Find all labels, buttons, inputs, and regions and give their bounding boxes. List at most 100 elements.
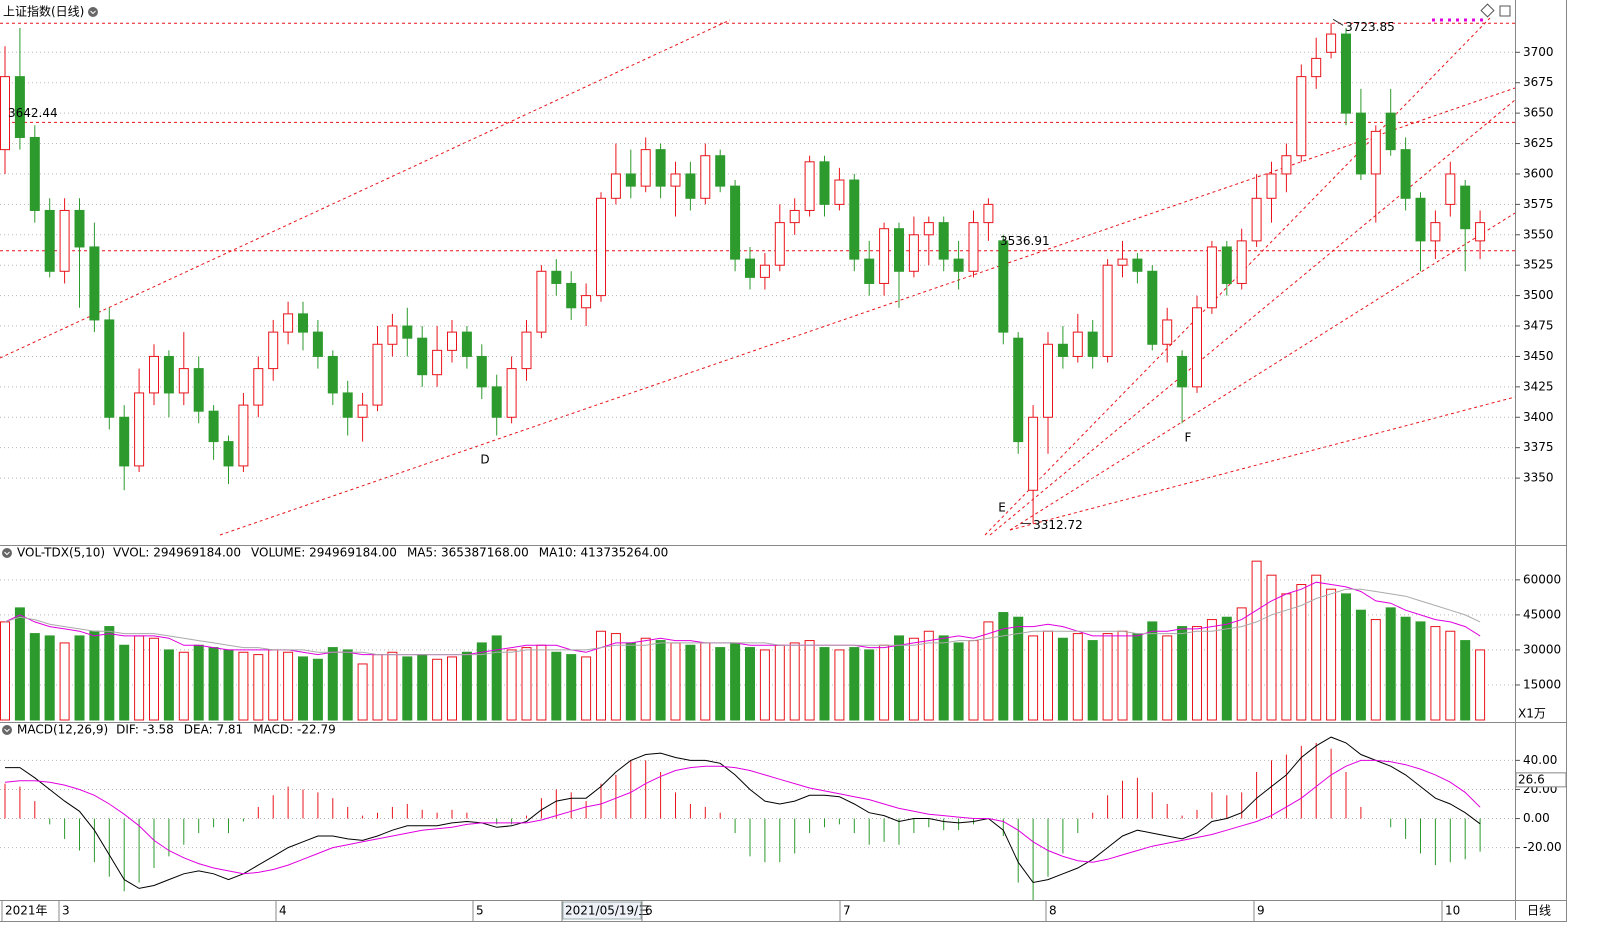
panel-header: MA5: 365387168.00 — [407, 546, 529, 560]
candle-body — [402, 325, 413, 339]
candle-body — [670, 173, 681, 187]
candle-body — [625, 173, 636, 187]
dif-line — [5, 736, 1481, 889]
y-tick-label: 3450 — [1523, 349, 1554, 363]
volume-bar — [1281, 593, 1292, 721]
period-label: 日线 — [1527, 904, 1551, 918]
y-tick-label: 3425 — [1523, 379, 1554, 393]
panel-header: MACD: -22.79 — [253, 723, 336, 737]
candle-body — [1087, 331, 1098, 357]
candle-body — [864, 258, 875, 284]
volume-bar — [402, 656, 413, 721]
icon — [88, 7, 98, 17]
candle-body — [1132, 258, 1143, 272]
volume-bar — [89, 630, 100, 721]
candle-body — [581, 295, 592, 309]
y-tick-label: 3625 — [1523, 136, 1554, 150]
y-tick-label: 3475 — [1523, 319, 1554, 333]
volume-bar — [238, 651, 249, 721]
volume-bar — [163, 649, 174, 721]
pointer — [1332, 18, 1344, 26]
candle-body — [506, 368, 517, 418]
candle-body — [1370, 130, 1381, 175]
candle-body — [536, 270, 547, 333]
candle-body — [789, 209, 800, 224]
volume-bar — [1013, 616, 1024, 721]
high-label: 3723.85 — [1345, 20, 1395, 34]
volume-bar — [1445, 630, 1456, 721]
y-tick-label: 15000 — [1523, 677, 1561, 691]
volume-bar — [193, 644, 204, 721]
candle-body — [983, 203, 994, 224]
candle-body — [163, 355, 174, 394]
panel-title: VOL-TDX(5,10) — [17, 546, 105, 560]
volume-bar — [461, 651, 472, 721]
volume-bar — [1460, 640, 1471, 721]
volume-bar — [581, 656, 592, 721]
point-label: D — [480, 453, 489, 467]
candle-body — [193, 368, 204, 412]
volume-bar — [417, 654, 428, 721]
candle-body — [387, 325, 398, 345]
icon — [90, 10, 96, 15]
candle-body — [119, 416, 130, 467]
volume-bar — [1043, 630, 1053, 721]
y-tick-label: 60000 — [1523, 572, 1561, 586]
candle-body — [700, 155, 711, 199]
title-bg — [0, 2, 102, 22]
candle-body — [834, 179, 845, 205]
volume-bar — [1296, 584, 1307, 721]
candle-body — [89, 246, 100, 321]
volume-bar — [1311, 574, 1322, 721]
candle-body — [417, 337, 428, 376]
candle-body — [59, 209, 70, 272]
candle-body — [938, 222, 949, 260]
volume-bar — [625, 642, 636, 721]
volume-bar — [29, 633, 40, 721]
candle-body — [1102, 264, 1113, 357]
y-tick-label: 3700 — [1523, 45, 1554, 59]
panel-title: 上证指数(日线) — [3, 4, 84, 19]
volume-bar — [1251, 560, 1262, 721]
trend-line — [219, 87, 1516, 536]
candle-body — [149, 355, 159, 394]
candle-body — [372, 343, 383, 406]
volume-bar — [819, 647, 830, 721]
volume-bar — [476, 642, 487, 721]
icon[interactable] — [1499, 5, 1511, 17]
background — [0, 0, 1567, 922]
icon[interactable] — [1480, 3, 1495, 18]
candle-body — [327, 355, 338, 394]
candle-body — [342, 392, 353, 418]
y-tick-label: 3375 — [1523, 440, 1554, 454]
candle-body — [1043, 343, 1053, 418]
candle-body — [774, 222, 785, 266]
candle-body — [1192, 307, 1202, 388]
candle-body — [596, 197, 606, 297]
volume-bar — [1370, 619, 1381, 721]
volume-bar — [789, 642, 800, 721]
volume-bar — [700, 642, 711, 721]
volume-bar — [149, 637, 159, 721]
candle-body — [1162, 319, 1173, 345]
level-label: 3536.91 — [1000, 234, 1050, 248]
volume-bar — [1162, 635, 1173, 721]
y-tick-label: -20.00 — [1523, 840, 1562, 854]
volume-bar — [447, 656, 457, 721]
candle-body — [1177, 355, 1188, 388]
x-tick-label: 3 — [62, 904, 70, 918]
panel-header: VOLUME: 294969184.00 — [251, 546, 397, 560]
volume-bar — [134, 635, 145, 721]
x-tick-label: 2021/05/19/三 — [565, 904, 650, 918]
candle-body — [0, 76, 10, 151]
unit-label: X1万 — [1518, 707, 1546, 721]
volume-bar — [715, 647, 726, 721]
volume-bar — [908, 637, 919, 721]
candle-body — [238, 404, 249, 467]
x-tick-label: 9 — [1257, 904, 1265, 918]
volume-bar — [342, 649, 353, 721]
volume-bar — [774, 644, 785, 721]
y-tick-label: 3675 — [1523, 75, 1554, 89]
volume-bar — [208, 647, 219, 721]
candle-body — [208, 410, 219, 443]
